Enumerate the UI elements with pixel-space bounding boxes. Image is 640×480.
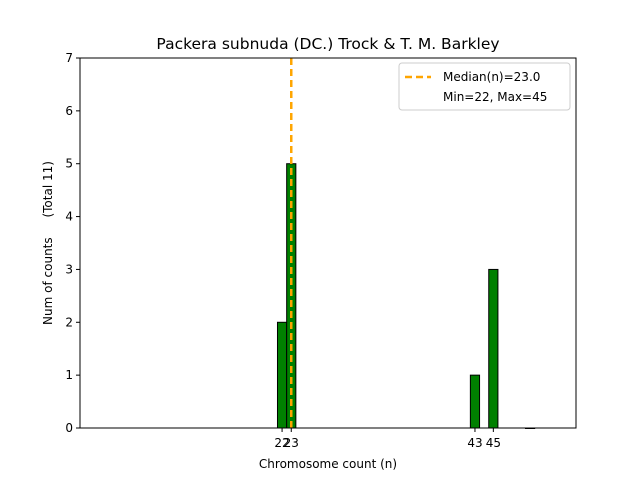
y-axis-label-main: Num of counts [41,237,55,325]
legend-entry-median: Median(n)=23.0 [443,70,540,84]
x-axis-label: Chromosome count (n) [259,457,397,471]
x-tick-label-22: 22 [274,436,289,450]
chart-title: Packera subnuda (DC.) Trock & T. M. Bark… [156,35,499,53]
x-tick-label-23: 23 [284,436,299,450]
bar-43 [469,374,481,429]
y-tick-label-7: 7 [65,51,73,65]
y-tick-label-3: 3 [65,262,73,276]
y-tick-label-6: 6 [65,104,73,118]
y-tick-label-4: 4 [65,210,73,224]
bars-layer [276,163,536,429]
y-tick-label-5: 5 [65,157,73,171]
y-tick-label-0: 0 [65,421,73,435]
bar-22 [276,321,288,429]
y-axis-label-total: (Total 11) [41,161,55,217]
x-tick-label-45: 45 [486,436,501,450]
y-tick-label-1: 1 [65,368,73,382]
legend-box [398,62,571,111]
bar-45 [488,268,499,429]
y-axis-label: Num of counts (Total 11) [41,161,55,325]
y-axis-ticks: 0 1 2 3 4 5 6 7 [65,51,80,435]
y-tick-label-2: 2 [65,315,73,329]
plot-frame [79,57,577,429]
legend-entry-range: Min=22, Max=45 [443,90,547,104]
legend: Median(n)=23.0 Min=22, Max=45 [398,62,571,111]
x-tick-label-43: 43 [467,436,482,450]
